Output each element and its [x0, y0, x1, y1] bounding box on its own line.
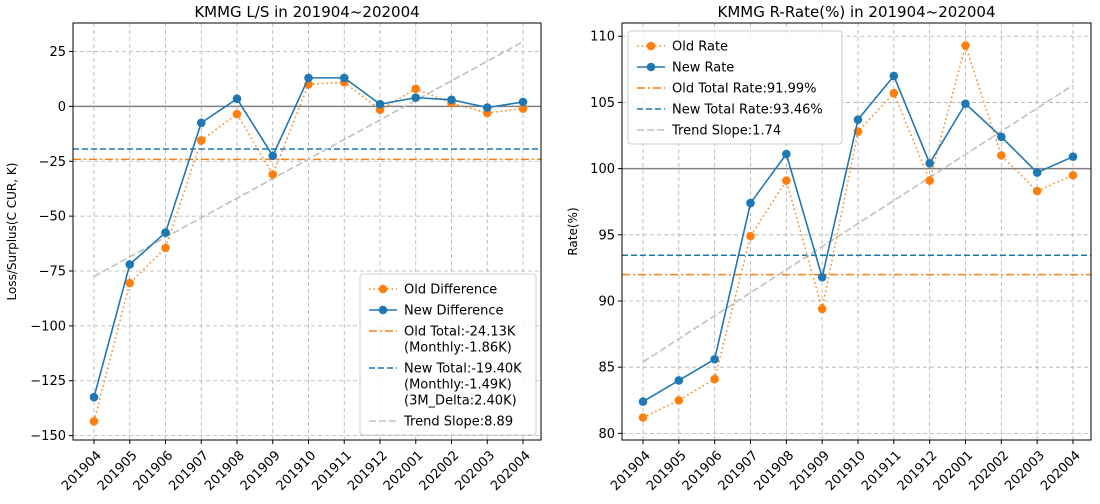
x-tick-label: 202004	[488, 448, 534, 494]
series-2-point	[853, 115, 863, 124]
legend-label: Old Total:-24.13K	[404, 325, 516, 340]
series-2-point	[232, 94, 242, 104]
y-tick-label: −25	[39, 155, 66, 170]
legend: Old Rate New Rate Old Total Rate:91.99% New…	[627, 30, 843, 145]
series-2-point	[1068, 152, 1078, 162]
series-2-point	[674, 376, 684, 385]
series-2-point	[161, 228, 170, 237]
series-2-point	[1032, 168, 1042, 177]
legend-label: Trend Slope:8.89	[403, 415, 513, 430]
y-axis-label: Rate(%)	[566, 207, 580, 255]
legend-box	[627, 30, 843, 145]
legend: Old Difference New Difference Old Total:-2…	[359, 273, 537, 436]
series-2-point	[925, 159, 934, 168]
legend-label: Old Rate	[672, 40, 728, 55]
series-1-point	[997, 151, 1006, 160]
y-tick-label: −75	[39, 265, 66, 280]
legend-marker	[378, 305, 388, 315]
chart-title: KMMG R-Rate(%) in 201904~202004	[718, 3, 996, 21]
legend-label: Trend Slope:1.74	[671, 124, 781, 139]
series-1-point	[268, 170, 278, 179]
series-2-point	[268, 151, 278, 161]
series-2-point	[375, 99, 385, 109]
series-1-point	[89, 417, 99, 426]
series-2-point	[339, 73, 349, 83]
y-tick-label: 85	[598, 361, 615, 376]
chart-1: 250−25−50−75−100−125−1502019042019052019…	[5, 3, 542, 494]
series-1-point	[961, 41, 970, 50]
legend-label: New Total:-19.40K	[404, 362, 522, 377]
y-tick-label: 25	[49, 45, 66, 60]
series-1-point	[518, 104, 528, 113]
y-tick-label: 80	[598, 427, 615, 442]
series-2-point	[447, 95, 456, 105]
series-1-point	[746, 231, 755, 241]
series-2-point	[997, 132, 1006, 142]
y-tick-label: −50	[39, 210, 66, 225]
series-2-point	[304, 73, 313, 83]
series-2-point	[817, 272, 827, 282]
trend-line	[93, 40, 524, 278]
series-1-point	[782, 176, 791, 185]
legend-marker	[646, 41, 656, 51]
plot-frame	[72, 22, 542, 441]
series-2-point	[89, 392, 99, 402]
series-2-point	[411, 93, 421, 102]
x-tick-label: 202004	[1038, 448, 1084, 494]
chart-title: KMMG L/S in 201904~202004	[194, 3, 419, 21]
legend-label: Old Difference	[404, 283, 497, 298]
y-tick-label: −100	[30, 319, 66, 334]
series-2-point	[638, 397, 648, 406]
y-axis-label: Loss/Surplus(C CUR, K)	[5, 163, 19, 301]
legend-box	[359, 273, 537, 436]
legend-label: (3M_Delta:2.40K)	[404, 394, 517, 409]
series-2-point	[782, 149, 791, 159]
series-2-point	[125, 260, 135, 269]
trend-line	[642, 84, 1074, 363]
series-1-point	[889, 88, 899, 98]
series-1-point	[638, 413, 648, 422]
series-1-point	[1068, 170, 1078, 180]
series-1-point	[674, 395, 684, 405]
series-1-point	[161, 243, 170, 253]
y-tick-label: −125	[30, 374, 66, 389]
legend-label: Old Total Rate:91.99%	[672, 82, 816, 97]
legend-marker	[378, 284, 388, 294]
series-2-point	[889, 71, 899, 81]
series-1-point	[1032, 186, 1042, 196]
legend-label: (Monthly:-1.49K)	[404, 378, 512, 393]
y-tick-label: 110	[590, 30, 615, 45]
legend-label: (Monthly:-1.86K)	[404, 341, 512, 356]
y-tick-label: 0	[58, 100, 66, 115]
legend-marker	[646, 62, 656, 72]
series-2-point	[196, 118, 206, 128]
series-1-point	[411, 84, 421, 94]
series-1-point	[710, 374, 719, 384]
series-1-point	[817, 304, 827, 314]
series-2-point	[710, 354, 719, 364]
series-1-point	[125, 278, 135, 288]
plot-frame	[621, 22, 1092, 441]
y-tick-label: 100	[590, 162, 615, 177]
y-tick-label: 90	[598, 295, 615, 310]
series-1-point	[196, 136, 206, 145]
legend-label: New Difference	[404, 304, 504, 319]
legend-label: New Total Rate:93.46%	[672, 103, 823, 118]
series-2-point	[961, 99, 970, 109]
series-1-point	[925, 176, 934, 185]
series-2-point	[482, 103, 492, 112]
series-2-point	[518, 97, 528, 107]
series-1-point	[232, 109, 242, 119]
legend-label: New Rate	[672, 61, 734, 76]
y-tick-label: 105	[590, 96, 615, 111]
y-tick-label: −150	[30, 429, 66, 444]
y-tick-label: 95	[598, 228, 615, 243]
series-2-point	[746, 198, 755, 208]
chart-2: 1101051009590858020190420190520190620190…	[566, 3, 1092, 494]
